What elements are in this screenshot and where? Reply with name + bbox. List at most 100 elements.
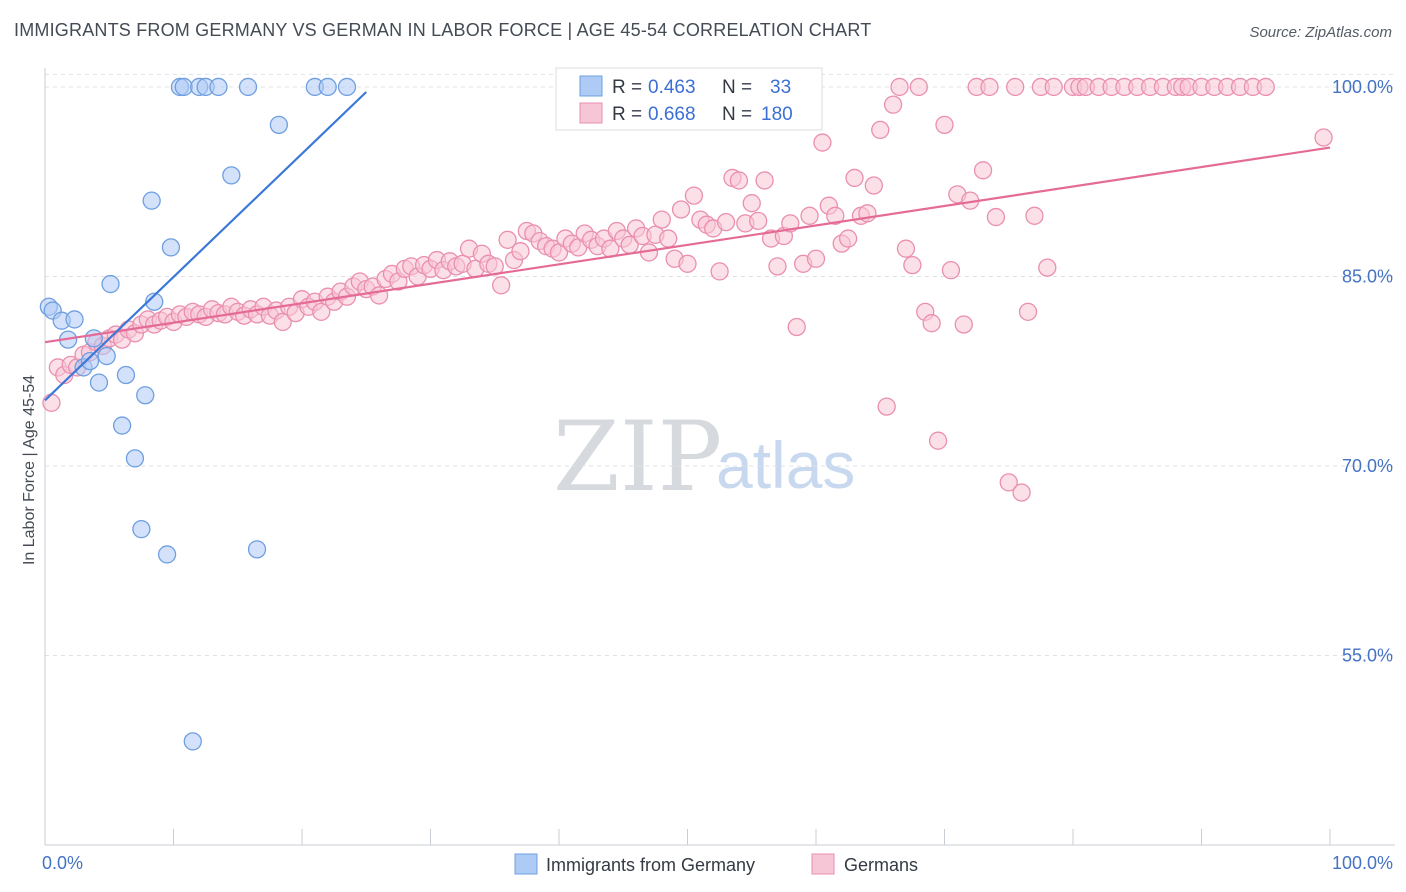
bottom-legend-label-germans: Germans	[844, 855, 918, 875]
germans-point	[716, 212, 736, 232]
germans-point	[710, 262, 729, 281]
germans-point	[671, 200, 691, 219]
immigrants-point	[84, 329, 103, 348]
germans-point	[312, 302, 331, 321]
immigrants-point	[125, 449, 145, 468]
germans-point	[1044, 77, 1063, 97]
stats-legend: R = 0.463 N = 33 R = 0.668 N = 180	[555, 67, 823, 131]
trend-lines	[44, 91, 1331, 402]
legend-r-value: 0.463	[648, 77, 696, 98]
bottom-legend-swatch-blue	[514, 853, 538, 875]
immigrants-point	[337, 77, 357, 97]
germans-point	[729, 171, 749, 190]
germans-point	[883, 95, 903, 114]
germans-point	[922, 314, 941, 333]
germans-point	[755, 171, 774, 190]
immigrants-point	[97, 346, 116, 366]
legend-r-label: R =	[612, 77, 642, 98]
germans-point	[273, 312, 292, 332]
watermark-atlas: atlas	[716, 428, 855, 502]
germans-point	[1018, 302, 1038, 321]
legend-n-value: 180	[761, 104, 793, 125]
germans-point	[999, 473, 1018, 492]
immigrants-point	[136, 386, 155, 405]
immigrants-point	[142, 191, 161, 210]
y-tick-label: 55.0%	[1342, 645, 1393, 665]
germans-point	[42, 393, 61, 412]
immigrants-point	[80, 351, 100, 371]
y-tick-label: 70.0%	[1342, 456, 1393, 476]
germans-point	[890, 77, 909, 97]
immigrants-point	[116, 365, 136, 385]
immigrants-point	[269, 115, 289, 135]
germans-point	[800, 206, 819, 225]
chart-title: IMMIGRANTS FROM GERMANY VS GERMAN IN LAB…	[14, 20, 872, 40]
immigrants-point	[209, 77, 228, 97]
immigrants-point	[101, 274, 120, 294]
immigrants-point	[318, 77, 337, 97]
y-axis-title: In Labor Force | Age 45-54	[21, 375, 38, 565]
legend-r-value: 0.668	[648, 104, 696, 125]
immigrants-trend-line	[44, 91, 368, 402]
germans-point	[954, 315, 973, 334]
germans-point	[369, 286, 389, 305]
source-credit: Source: ZipAtlas.com	[1249, 24, 1392, 41]
germans-point	[742, 194, 761, 213]
germans-point	[1025, 206, 1044, 225]
germans-point	[877, 397, 896, 416]
x-tick-label: 100.0%	[1332, 853, 1393, 873]
immigrants-point	[247, 540, 267, 559]
watermark-zip: ZIP	[553, 401, 722, 513]
germans-point	[845, 168, 864, 188]
germans-point	[749, 211, 768, 231]
germans-point	[909, 77, 928, 97]
y-tick-label: 85.0%	[1342, 266, 1393, 286]
immigrants-point	[112, 416, 132, 435]
germans-point	[1038, 258, 1057, 277]
legend-n-label: N =	[722, 104, 752, 125]
series-legend: Immigrants from Germany Germans	[514, 853, 918, 875]
germans-point	[871, 120, 890, 140]
immigrants-point	[145, 292, 164, 311]
germans-point	[1314, 128, 1333, 147]
germans-point	[498, 230, 517, 249]
y-tick-labels: 55.0% 70.0% 85.0% 100.0%	[1332, 77, 1393, 666]
germans-point	[787, 317, 806, 337]
legend-r-label: R =	[612, 104, 642, 125]
x-tick-label: 0.0%	[42, 853, 83, 873]
germans-point	[973, 161, 993, 180]
bottom-legend-label-immigrants: Immigrants from Germany	[546, 855, 755, 875]
legend-swatch-blue	[579, 75, 603, 97]
immigrants-point	[238, 77, 258, 97]
immigrants-point	[183, 732, 202, 751]
germans-point	[1006, 77, 1025, 97]
legend-swatch-pink	[579, 102, 603, 124]
germans-point	[684, 186, 704, 205]
germans-point	[659, 229, 678, 248]
immigrants-point	[132, 519, 151, 539]
germans-point	[896, 239, 916, 258]
germans-point	[678, 254, 697, 273]
axes	[44, 68, 1395, 846]
immigrants-point	[65, 310, 84, 329]
legend-n-label: N =	[722, 77, 752, 98]
bottom-legend-swatch-pink	[811, 853, 835, 875]
immigrants-point	[174, 77, 193, 97]
germans-point	[768, 257, 787, 276]
germans-point	[941, 260, 961, 280]
immigrants-point	[89, 373, 109, 392]
germans-point	[935, 115, 954, 135]
germans-point	[492, 276, 511, 295]
legend-n-value: 33	[770, 77, 791, 98]
germans-point	[813, 133, 832, 152]
germans-point	[986, 207, 1006, 227]
germans-point	[1256, 77, 1275, 97]
germans-point	[806, 249, 826, 268]
germans-point	[864, 176, 883, 195]
gridlines	[45, 73, 1395, 656]
germans-point	[511, 242, 530, 261]
germans-trend-line	[44, 146, 1331, 344]
germans-point	[652, 210, 671, 229]
germans-point	[1012, 483, 1031, 502]
